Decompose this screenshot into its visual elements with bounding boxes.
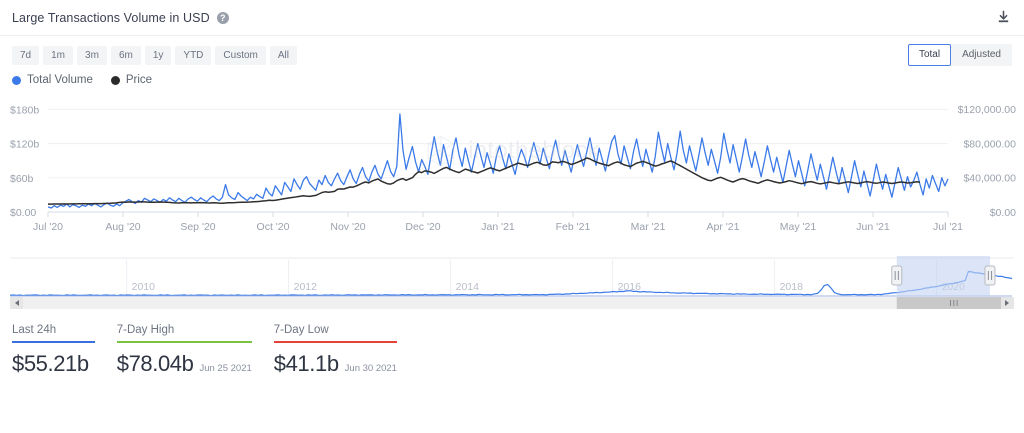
navigator-year-tick: 2010: [132, 281, 156, 293]
legend-item-total-volume[interactable]: Total Volume: [12, 74, 93, 86]
range-button-1m[interactable]: 1m: [43, 45, 74, 65]
volume-line: [47, 113, 949, 209]
stat-label-7-day-low: 7-Day Low: [273, 324, 329, 336]
range-button-6m[interactable]: 6m: [110, 45, 141, 65]
y-axis-left-tick: $60b: [10, 173, 34, 185]
main-chart-svg[interactable]: $0.00 $60b $120b $180b $0.00 $40,000.00 $80,00…: [0, 90, 1024, 250]
x-axis-tick: Jan '21: [481, 221, 515, 233]
legend-item-price[interactable]: Price: [110, 74, 153, 86]
range-button-custom[interactable]: Custom: [215, 45, 266, 65]
x-axis-tick: Mar '21: [631, 221, 666, 233]
y-axis-right-tick: $80,000.00: [963, 138, 1016, 150]
stat-value-7-day-low: $41.1b: [273, 351, 339, 376]
x-axis-tick: Apr '21: [707, 221, 740, 233]
x-axis-tick: Dec '20: [405, 221, 440, 233]
x-axis-tick: Feb '21: [556, 221, 591, 233]
stat-value-row-7-day-low: $41.1b Jun 30 2021: [274, 343, 397, 377]
main-chart-area[interactable]: $0.00 $60b $120b $180b $0.00 $40,000.00 $80,00…: [0, 90, 1024, 250]
toggle-total[interactable]: Total: [907, 44, 952, 66]
y-axis-left-tick: $0.00: [10, 207, 36, 219]
range-button-1y[interactable]: 1y: [144, 45, 172, 65]
navigator-year-tick: 2018: [780, 281, 804, 293]
download-icon[interactable]: [994, 9, 1012, 27]
time-range-buttons: 7d 1m 3m 6m 1y YTD Custom All: [12, 45, 297, 65]
navigator-year-tick: 2012: [294, 281, 318, 293]
navigator-scrollbar-track[interactable]: [10, 297, 1014, 309]
controls-row: 7d 1m 3m 6m 1y YTD Custom All Total Adju…: [0, 36, 1024, 66]
y-axis-right-tick: $0.00: [990, 207, 1016, 219]
legend-label-total-volume: Total Volume: [27, 74, 93, 86]
stat-value-7-day-high: $78.04b: [116, 351, 194, 376]
navigator-handle-right[interactable]: [984, 265, 996, 286]
stat-date-7-day-low: Jun 30 2021: [344, 363, 397, 374]
stat-rule-7-day-low: [273, 341, 397, 343]
stat-value-last-24h: $55.21b: [12, 351, 89, 376]
legend-label-price: Price: [125, 74, 153, 86]
x-axis-tick: Jul '20: [33, 221, 63, 233]
navigator-year-tick: 2016: [618, 281, 642, 293]
navigator-scroll-left-button[interactable]: [10, 297, 23, 309]
y-axis-left-tick: $120b: [10, 139, 39, 151]
widget-header: Large Transactions Volume in USD ?: [0, 0, 1024, 36]
stat-label-7-day-high: 7-Day High: [116, 324, 175, 336]
navigator-svg[interactable]: 201020122014201620182020III: [0, 252, 1024, 312]
stat-rule-7-day-high: [116, 341, 252, 343]
stat-7-day-high: 7-Day High $78.04b Jun 25 2021: [116, 324, 252, 377]
navigator-handle-left[interactable]: [891, 265, 903, 286]
x-axis-tick: Sep '20: [180, 221, 215, 233]
range-button-ytd[interactable]: YTD: [175, 45, 212, 65]
navigator-scrollbar-grip: III: [950, 299, 960, 308]
stat-rule-last-24h: [12, 341, 95, 343]
x-axis-tick: Jul '21: [933, 221, 963, 233]
page-title: Large Transactions Volume in USD: [12, 10, 210, 25]
x-axis-tick: May '21: [780, 221, 817, 233]
navigator-year-tick: 2014: [456, 281, 480, 293]
range-button-7d[interactable]: 7d: [12, 45, 40, 65]
range-navigator[interactable]: 201020122014201620182020III: [0, 252, 1024, 312]
toggle-adjusted[interactable]: Adjusted: [951, 44, 1012, 66]
x-axis-tick: Jun '21: [856, 221, 890, 233]
x-axis-tick: Oct '20: [257, 221, 290, 233]
price-line: [48, 157, 921, 205]
range-button-all[interactable]: All: [269, 45, 297, 65]
navigator-scroll-right-button[interactable]: [1001, 297, 1014, 309]
navigator-scrollbar-thumb[interactable]: III: [896, 297, 1012, 309]
total-adjusted-toggle: Total Adjusted: [907, 44, 1012, 66]
y-axis-right-tick: $40,000.00: [963, 173, 1016, 185]
question-mark-circle-icon[interactable]: ?: [216, 11, 229, 24]
navigator-series-line: [9, 270, 1013, 297]
navigator-selection-band[interactable]: [896, 256, 990, 296]
stat-label-last-24h: Last 24h: [12, 324, 57, 336]
y-axis-right-tick: $120,000.00: [958, 104, 1017, 116]
x-axis-tick: Nov '20: [330, 221, 365, 233]
stat-7-day-low: 7-Day Low $41.1b Jun 30 2021: [273, 324, 397, 377]
chart-legend: Total Volume Price: [0, 66, 1024, 86]
legend-dot-price-icon: [110, 75, 120, 85]
y-axis-left-tick: $180b: [10, 104, 39, 116]
legend-dot-volume-icon: [12, 75, 21, 85]
stat-date-7-day-high: Jun 25 2021: [199, 363, 252, 374]
stat-value-row-7-day-high: $78.04b Jun 25 2021: [117, 343, 252, 377]
range-button-3m[interactable]: 3m: [77, 45, 107, 65]
stat-value-row-last-24h: $55.21b: [12, 343, 95, 377]
stat-last-24h: Last 24h $55.21b: [12, 324, 95, 377]
x-axis-tick: Aug '20: [105, 221, 140, 233]
summary-stats: Last 24h $55.21b 7-Day High $78.04b Jun …: [0, 312, 1024, 377]
